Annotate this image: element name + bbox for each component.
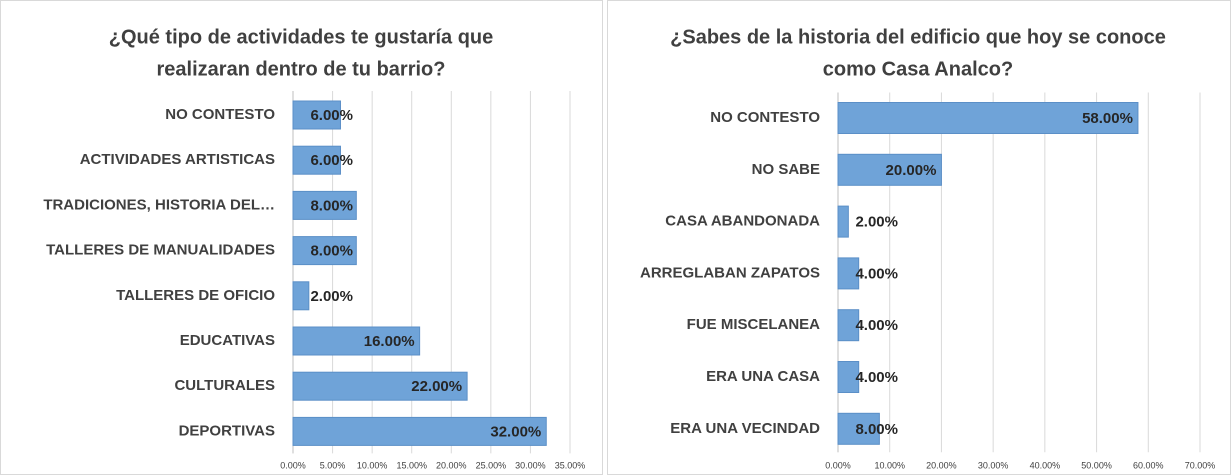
bar: [292, 236, 357, 266]
bar: [837, 309, 860, 342]
value-label: 22.00%: [411, 378, 462, 395]
x-tick-label: 10.00%: [874, 460, 905, 470]
chart-title: realizaran dentro de tu barrio?: [157, 58, 446, 80]
value-label: 4.00%: [855, 265, 898, 282]
value-label: 16.00%: [364, 333, 415, 350]
category-label: NO SABE: [752, 161, 820, 178]
bar: [292, 190, 357, 220]
bar: [837, 412, 880, 445]
category-label: ACTIVIDADES ARTISTICAS: [80, 151, 275, 168]
x-tick-label: 0.00%: [825, 460, 851, 470]
value-label: 8.00%: [310, 243, 353, 260]
x-tick-label: 15.00%: [396, 460, 427, 470]
bar: [837, 153, 942, 186]
category-label: CULTURALES: [174, 377, 275, 394]
chart-title: ¿Qué tipo de actividades te gustaría que: [109, 26, 494, 48]
value-label: 20.00%: [886, 162, 937, 179]
x-tick-label: 20.00%: [926, 460, 957, 470]
x-tick-label: 35.00%: [555, 460, 586, 470]
chart-title: ¿Sabes de la historia del edificio que h…: [670, 26, 1166, 48]
category-label: DEPORTIVAS: [179, 422, 275, 439]
value-label: 58.00%: [1082, 110, 1133, 127]
x-tick-label: 40.00%: [1030, 460, 1061, 470]
bar: [292, 371, 468, 401]
bar: [292, 100, 341, 130]
x-tick-label: 30.00%: [515, 460, 546, 470]
x-tick-label: 70.00%: [1185, 460, 1216, 470]
bar: [292, 326, 421, 356]
bar: [837, 205, 849, 238]
bar: [837, 102, 1139, 134]
category-label: NO CONTESTO: [710, 109, 820, 126]
panel: [607, 0, 1231, 475]
chart-title: como Casa Analco?: [823, 58, 1013, 80]
category-label: TRADICIONES, HISTORIA DEL…: [43, 196, 275, 213]
bar: [837, 257, 860, 290]
category-label: ERA UNA CASA: [706, 368, 820, 385]
x-tick-label: 0.00%: [280, 460, 306, 470]
category-label: CASA ABANDONADA: [665, 213, 820, 230]
bar: [292, 145, 341, 175]
category-label: NO CONTESTO: [165, 106, 275, 123]
value-label: 2.00%: [310, 288, 353, 305]
x-tick-label: 5.00%: [320, 460, 346, 470]
value-label: 6.00%: [310, 152, 353, 169]
x-tick-label: 50.00%: [1081, 460, 1112, 470]
value-label: 4.00%: [855, 317, 898, 334]
x-tick-label: 20.00%: [436, 460, 467, 470]
bar: [292, 281, 310, 311]
x-tick-label: 60.00%: [1133, 460, 1164, 470]
x-tick-label: 30.00%: [978, 460, 1009, 470]
value-label: 8.00%: [855, 421, 898, 438]
category-label: FUE MISCELANEA: [687, 316, 821, 333]
category-label: TALLERES DE OFICIO: [116, 287, 275, 304]
bar: [292, 416, 547, 446]
category-label: ARREGLABAN ZAPATOS: [640, 264, 820, 281]
x-tick-label: 25.00%: [476, 460, 507, 470]
category-label: EDUCATIVAS: [180, 332, 275, 349]
bar: [837, 361, 860, 393]
category-label: ERA UNA VECINDAD: [670, 420, 820, 437]
value-label: 2.00%: [855, 214, 898, 231]
category-label: TALLERES DE MANUALIDADES: [46, 242, 275, 259]
value-label: 32.00%: [490, 423, 541, 440]
value-label: 6.00%: [310, 107, 353, 124]
value-label: 8.00%: [310, 197, 353, 214]
value-label: 4.00%: [855, 369, 898, 386]
x-tick-label: 10.00%: [357, 460, 388, 470]
